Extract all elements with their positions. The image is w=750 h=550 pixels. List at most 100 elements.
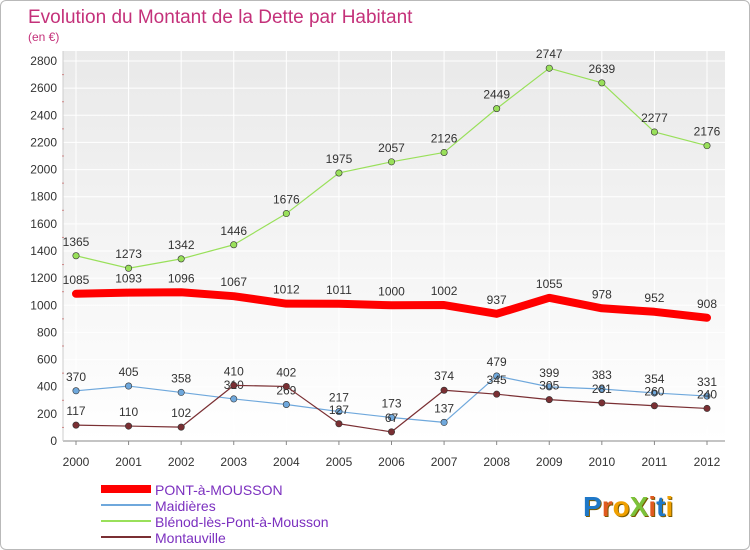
logo-letter: i <box>648 491 657 522</box>
data-label: 102 <box>171 406 191 420</box>
data-label: 1012 <box>273 283 300 297</box>
data-point <box>650 389 658 397</box>
data-point <box>650 128 658 136</box>
x-tick-label: 2008 <box>483 455 510 469</box>
x-tick-label: 2010 <box>588 455 615 469</box>
data-label: 1055 <box>536 277 563 291</box>
chart-title: Evolution du Montant de la Dette par Hab… <box>28 7 413 28</box>
data-point <box>72 421 80 429</box>
data-point <box>703 404 711 412</box>
data-label: 952 <box>644 291 664 305</box>
data-label: 117 <box>66 404 85 418</box>
data-label: 110 <box>119 405 138 419</box>
data-label: 1067 <box>220 275 247 289</box>
legend-label: Maidières <box>155 498 216 514</box>
data-point <box>72 252 80 260</box>
data-point <box>387 428 395 436</box>
y-tick-label: 600 <box>37 353 57 367</box>
y-tick-label: 200 <box>37 407 57 421</box>
data-point <box>230 381 238 389</box>
data-label: 937 <box>487 293 507 307</box>
data-point <box>493 390 501 398</box>
x-tick-label: 2007 <box>431 455 458 469</box>
x-tick-label: 2002 <box>168 455 195 469</box>
data-point <box>125 422 133 430</box>
data-point <box>387 158 395 166</box>
data-label: 2277 <box>641 111 668 125</box>
data-label: 1093 <box>115 272 142 286</box>
data-point <box>125 264 133 272</box>
data-label: 1002 <box>431 284 458 298</box>
data-point <box>335 408 343 416</box>
series-4: 117 110 102 410 402 127 67 374 345 305 281 260 240 <box>66 364 717 436</box>
x-tick-label: 2001 <box>115 455 142 469</box>
data-label: 1365 <box>63 235 90 249</box>
data-label: 358 <box>171 371 191 385</box>
data-label: 1096 <box>168 271 195 285</box>
data-label: 217 <box>329 391 349 405</box>
y-tick-label: 1000 <box>30 298 57 312</box>
data-label: 260 <box>644 385 664 399</box>
data-label: 2126 <box>431 131 458 145</box>
data-point <box>545 383 553 391</box>
data-point <box>703 392 711 400</box>
x-tick-label: 2005 <box>326 455 353 469</box>
legend-label: Montauville <box>155 530 226 546</box>
proxiti-logo: ProXiti <box>583 491 673 523</box>
data-label: 1011 <box>326 283 352 297</box>
data-label: 127 <box>329 403 349 417</box>
data-label: 354 <box>644 372 664 386</box>
legend-item: Montauville <box>101 530 226 546</box>
data-label: 402 <box>276 365 296 379</box>
data-label: 240 <box>697 387 717 401</box>
data-point <box>493 372 501 380</box>
legend-item: Maidières <box>101 498 216 514</box>
series-3: 1365 1273 1342 1446 1676 1975 2057 2126 2449 2747… <box>63 47 721 272</box>
legend-label: Blénod-lès-Pont-à-Mousson <box>155 514 329 530</box>
data-point <box>440 418 448 426</box>
data-point <box>125 382 133 390</box>
chart-subtitle: (en €) <box>28 30 59 44</box>
data-label: 2449 <box>483 88 510 102</box>
data-label: 479 <box>487 355 507 369</box>
x-tick-label: 2006 <box>378 455 405 469</box>
x-tick-labels: 2000 2001 2002 2003 2004 2005 2006 2007 2008 2009… <box>63 455 721 469</box>
data-label: 67 <box>385 411 399 425</box>
y-tick-label: 2800 <box>30 54 57 68</box>
y-tick-label: 2200 <box>30 135 57 149</box>
x-tick-label: 2003 <box>220 455 247 469</box>
data-label: 2639 <box>588 62 615 76</box>
logo-letter: P <box>583 491 602 522</box>
logo-letter: o <box>612 491 630 522</box>
data-label: 1342 <box>168 238 195 252</box>
y-tick-label: 1800 <box>30 190 57 204</box>
data-label: 1000 <box>378 284 405 298</box>
data-label: 383 <box>592 368 612 382</box>
data-label: 345 <box>487 373 507 387</box>
data-point <box>598 385 606 393</box>
data-label: 331 <box>697 375 717 389</box>
legend: PONT-à-MOUSSONMaidièresBlénod-lès-Pont-à… <box>101 482 329 546</box>
data-label: 173 <box>381 397 401 411</box>
logo-letter: X <box>629 491 649 522</box>
data-label: 269 <box>276 383 296 397</box>
x-tick-label: 2004 <box>273 455 300 469</box>
data-point <box>72 387 80 395</box>
data-point <box>335 169 343 177</box>
grid-lines <box>63 51 725 442</box>
y-tick-label: 1400 <box>30 244 57 258</box>
data-label: 281 <box>592 382 612 396</box>
data-label: 410 <box>224 364 244 378</box>
data-point <box>177 388 185 396</box>
y-tick-labels: 0 200 400 600 800 1000 1200 1400 1600 1800 2000 220… <box>30 54 57 448</box>
series-line <box>72 288 711 322</box>
y-tick-label: 2600 <box>30 81 57 95</box>
data-label: 908 <box>697 297 717 311</box>
data-point <box>545 64 553 72</box>
data-label: 137 <box>434 401 454 415</box>
data-label: 405 <box>119 365 139 379</box>
data-label: 1446 <box>220 224 247 238</box>
y-tick-label: 1600 <box>30 217 57 231</box>
axes <box>62 51 725 445</box>
